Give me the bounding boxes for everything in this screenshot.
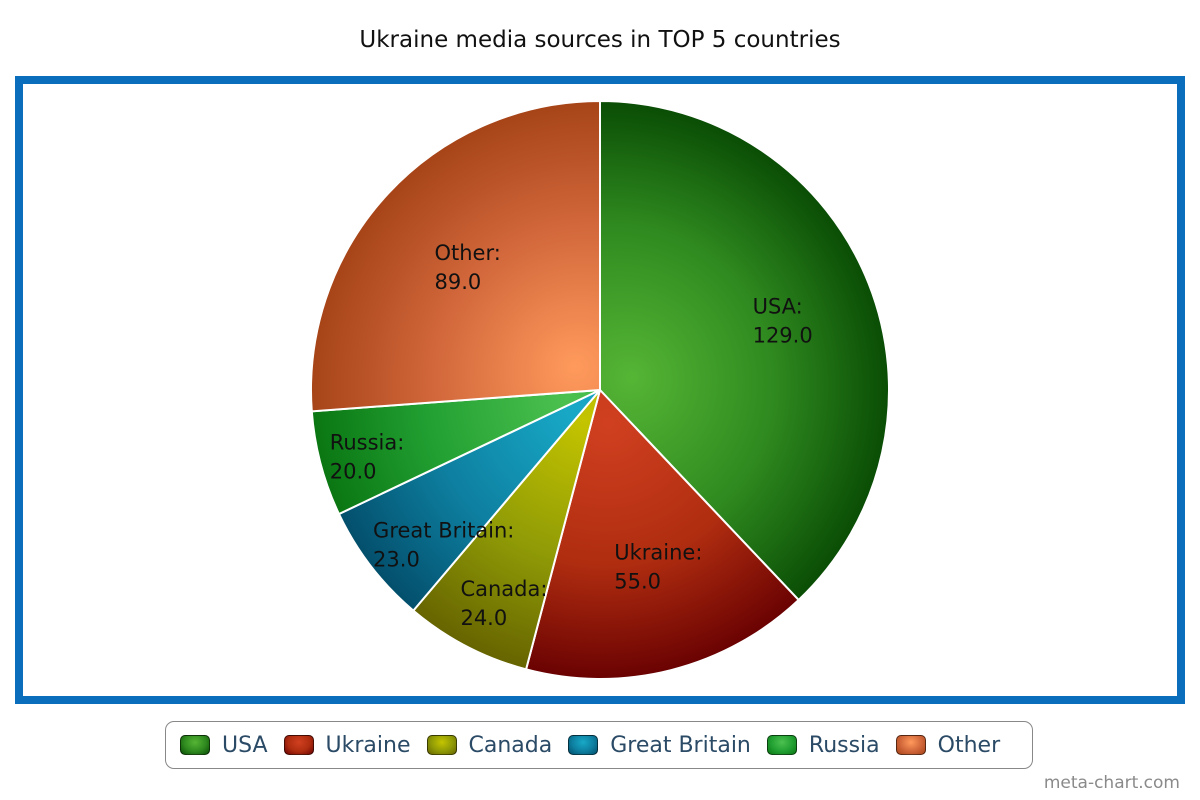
legend-swatch-canada	[426, 735, 457, 755]
pie-slice-canada[interactable]	[411, 389, 601, 671]
slice-label-ukraine: Ukraine:	[614, 541, 702, 565]
legend-label-canada: Canada	[468, 732, 553, 758]
slice-value-ukraine: 55.0	[614, 570, 661, 594]
slice-value-canada: 24.0	[460, 606, 507, 630]
legend-swatch-great-britain	[568, 735, 599, 755]
legend-item-ukraine[interactable]: Ukraine	[283, 732, 411, 758]
plot-area: USA: 129.0 Ukraine: 55.0 Canada: 24.0 Great Br…	[15, 76, 1185, 704]
legend-swatch-ukraine	[283, 735, 314, 755]
pie-labels: USA: 129.0 Ukraine: 55.0 Canada: 24.0 Great Br…	[330, 241, 813, 630]
slice-value-russia: 20.0	[330, 460, 377, 484]
pie-slice-other[interactable]	[310, 99, 601, 413]
legend-label-great-britain: Great Britain	[610, 732, 751, 758]
legend-swatch-other	[895, 735, 926, 755]
legend-label-other: Other	[937, 732, 1001, 758]
legend-swatch-russia	[766, 735, 797, 755]
legend-item-usa[interactable]: USA	[180, 733, 268, 758]
slice-label-canada: Canada:	[460, 577, 547, 601]
legend-item-canada[interactable]: Canada	[426, 732, 553, 758]
legend-item-other[interactable]: Other	[895, 732, 1001, 758]
slice-label-usa: USA:	[753, 294, 803, 318]
legend-item-great-britain[interactable]: Great Britain	[568, 733, 751, 758]
watermark: meta-chart.com	[1043, 773, 1180, 793]
slice-label-russia: Russia:	[330, 431, 405, 455]
pie-slice-great-britain[interactable]	[337, 389, 601, 613]
slice-label-great-britain: Great Britain:	[373, 519, 514, 543]
legend: USA Ukraine Canada Great Britain Russia Other	[165, 721, 1033, 769]
pie-slice-ukraine[interactable]	[524, 388, 801, 680]
legend-item-russia[interactable]: Russia	[766, 732, 880, 758]
legend-label-usa: USA	[222, 732, 268, 758]
legend-label-ukraine: Ukraine	[325, 732, 411, 758]
pie-slice-usa[interactable]	[599, 99, 890, 602]
legend-swatch-usa	[180, 735, 210, 755]
slice-value-great-britain: 23.0	[373, 548, 420, 572]
slice-value-usa: 129.0	[753, 323, 813, 347]
chart-title: Ukraine media sources in TOP 5 countries	[359, 27, 841, 53]
slice-value-other: 89.0	[434, 270, 481, 294]
slice-label-other: Other:	[434, 241, 500, 265]
pie-slices	[310, 99, 890, 680]
legend-label-russia: Russia	[808, 732, 880, 758]
pie-chart: USA: 129.0 Ukraine: 55.0 Canada: 24.0 Great Br…	[310, 99, 890, 680]
